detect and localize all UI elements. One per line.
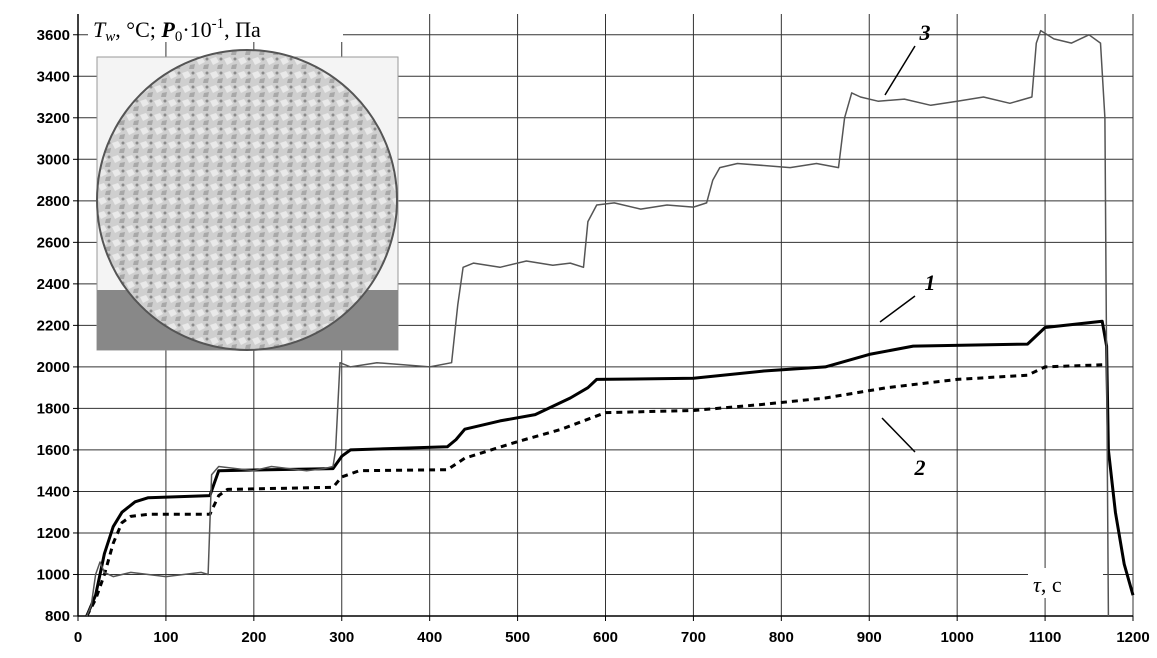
y-tick-label: 1200 (37, 525, 70, 542)
leader-line (885, 46, 915, 95)
x-tick-label: 800 (769, 629, 794, 646)
y-label-part: -1 (212, 16, 225, 32)
x-tick-label: 0 (74, 629, 82, 646)
series-label: 2 (914, 455, 926, 480)
x-tick-label: 1000 (940, 629, 973, 646)
series-label: 1 (925, 270, 936, 295)
y-label-part: P (160, 17, 175, 42)
x-tick-label: 200 (241, 629, 266, 646)
x-tick-label: 300 (329, 629, 354, 646)
series-line (87, 365, 1102, 616)
y-label-part: 0 (175, 29, 183, 45)
y-tick-label: 1000 (37, 566, 70, 583)
chart: 0100200300400500600700800900100011001200… (0, 0, 1157, 658)
y-tick-label: 3000 (37, 151, 70, 168)
y-label-part: ·10 (182, 17, 211, 42)
y-tick-label: 1800 (37, 400, 70, 417)
y-tick-label: 2600 (37, 234, 70, 251)
x-tick-label: 600 (593, 629, 618, 646)
y-tick-label: 800 (45, 608, 70, 625)
x-tick-label: 100 (153, 629, 178, 646)
x-tick-label: 1100 (1029, 629, 1062, 646)
leader-line (880, 296, 915, 322)
series-label: 3 (919, 20, 931, 45)
y-tick-label: 2200 (37, 317, 70, 334)
y-label-part: w (105, 29, 115, 45)
x-label-part: , с (1041, 572, 1062, 597)
x-tick-label: 1200 (1116, 629, 1149, 646)
leader-line (882, 418, 915, 452)
y-tick-label: 3400 (37, 68, 70, 85)
y-tick-label: 3600 (37, 27, 70, 44)
y-tick-label: 2800 (37, 193, 70, 210)
y-tick-label: 2400 (37, 276, 70, 293)
series-line (87, 321, 1133, 616)
y-tick-label: 2000 (37, 359, 70, 376)
x-tick-label: 700 (681, 629, 706, 646)
y-label-part: , Па (224, 17, 261, 42)
x-tick-label: 500 (505, 629, 530, 646)
y-label-part: , °C; (115, 17, 161, 42)
y-tick-label: 1600 (37, 442, 70, 459)
x-tick-label: 900 (857, 629, 882, 646)
x-tick-label: 400 (417, 629, 442, 646)
inset-photo (97, 50, 398, 350)
x-axis-label: τ, с (1033, 572, 1062, 597)
y-tick-label: 1400 (37, 483, 70, 500)
y-tick-label: 3200 (37, 110, 70, 127)
